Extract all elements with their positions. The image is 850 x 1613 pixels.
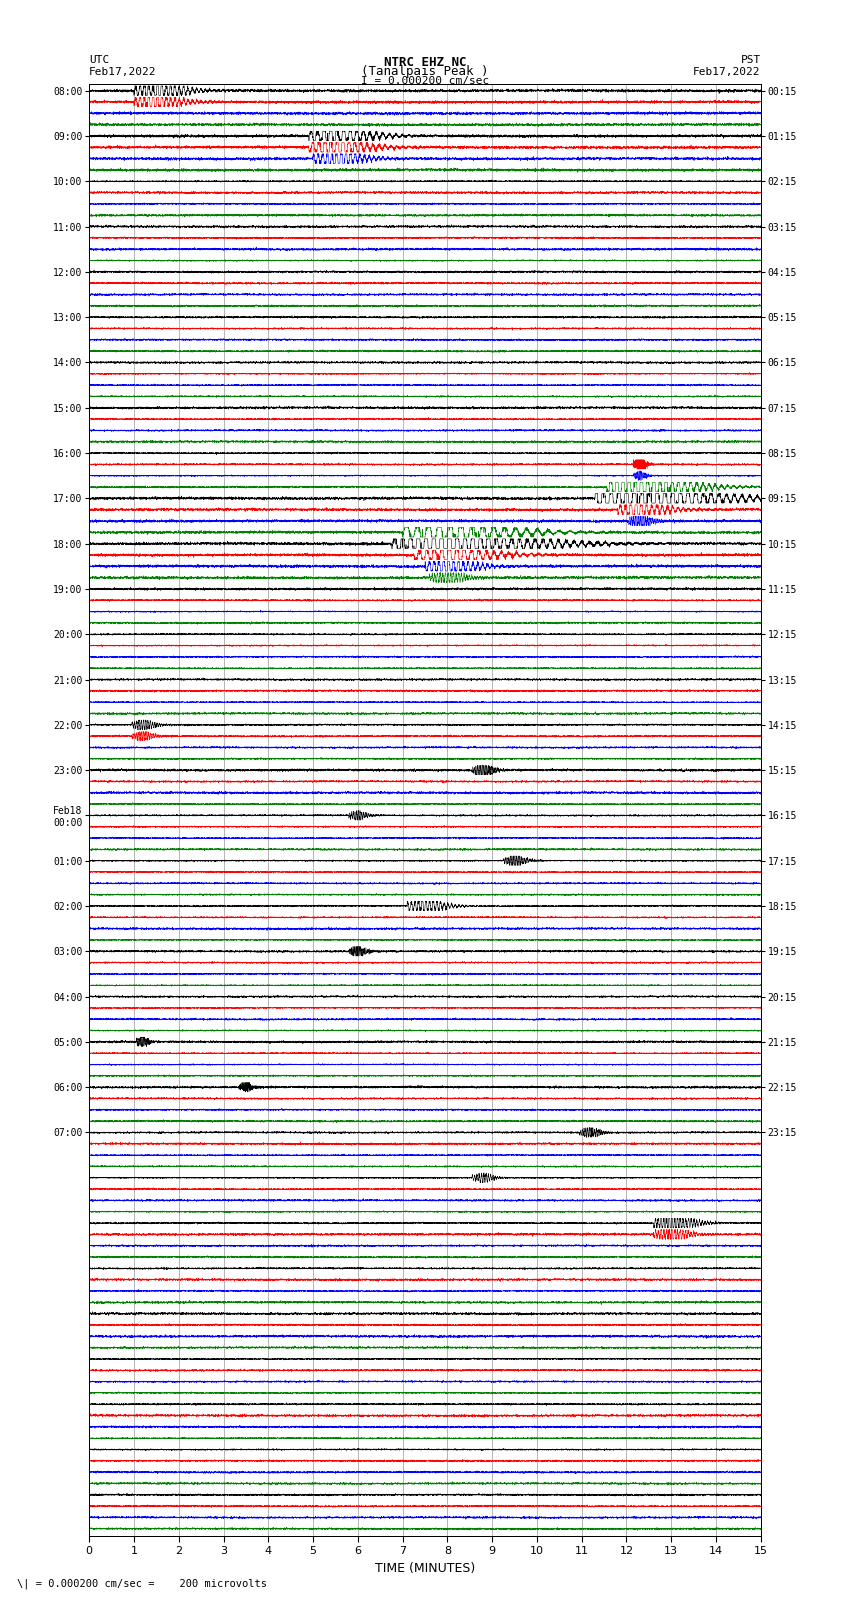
Text: (Tanalpais Peak ): (Tanalpais Peak ) xyxy=(361,65,489,79)
Text: UTC: UTC xyxy=(89,55,110,66)
Text: PST: PST xyxy=(740,55,761,66)
X-axis label: TIME (MINUTES): TIME (MINUTES) xyxy=(375,1561,475,1574)
Text: \| = 0.000200 cm/sec =    200 microvolts: \| = 0.000200 cm/sec = 200 microvolts xyxy=(17,1579,267,1589)
Text: Feb17,2022: Feb17,2022 xyxy=(694,66,761,77)
Text: NTRC EHZ NC: NTRC EHZ NC xyxy=(383,55,467,69)
Text: Feb17,2022: Feb17,2022 xyxy=(89,66,156,77)
Text: I = 0.000200 cm/sec: I = 0.000200 cm/sec xyxy=(361,76,489,87)
